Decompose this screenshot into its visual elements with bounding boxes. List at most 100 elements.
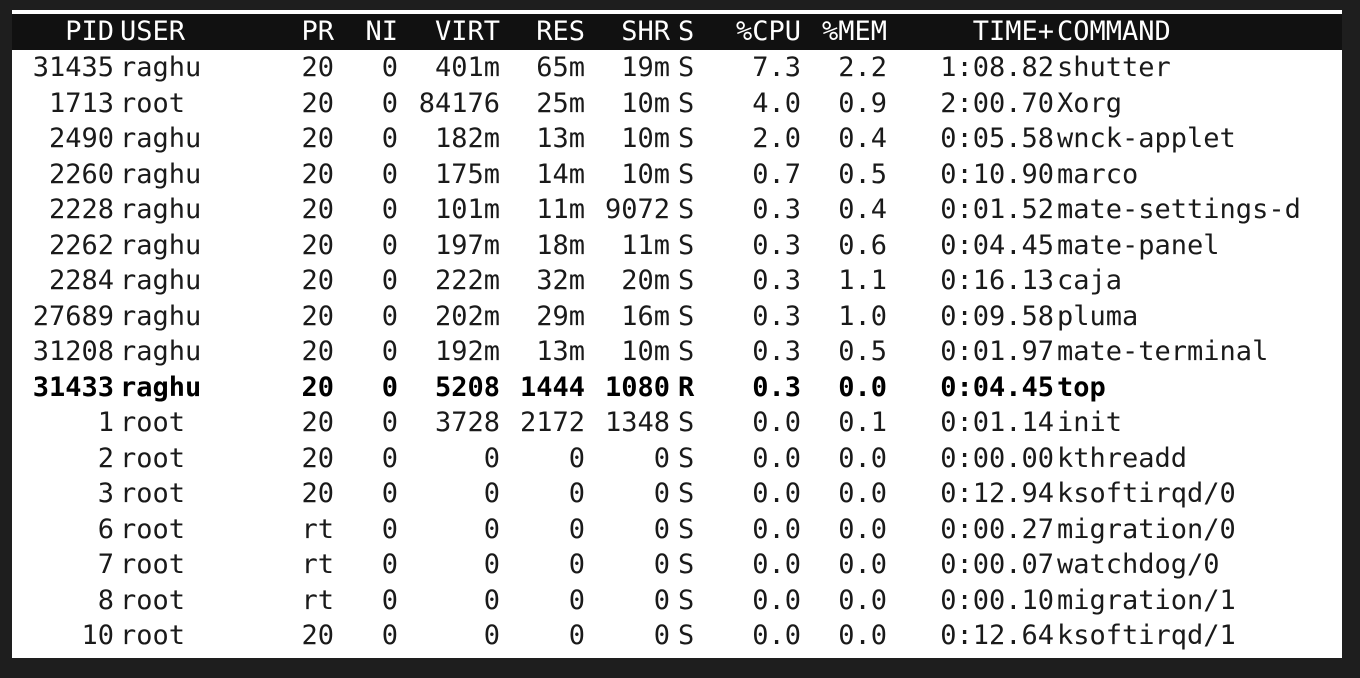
process-row[interactable]: 2228 raghu 20 0 101m 11m 9072 S 0.3 0.4 0:01.52 mat… bbox=[12, 192, 1342, 228]
process-res: 0 bbox=[568, 620, 585, 651]
header-virt: VIRT bbox=[434, 16, 500, 47]
process-row[interactable]: 31433 raghu 20 0 5208 1444 1080 R 0.3 0.0 0:04.45 t… bbox=[12, 370, 1342, 406]
process-nice: 0 bbox=[381, 407, 398, 438]
process-time: 0:00.27 bbox=[940, 513, 1054, 545]
process-priority: 20 bbox=[301, 336, 334, 367]
process-state: S bbox=[678, 87, 695, 119]
process-mem: 0.0 bbox=[838, 442, 887, 474]
process-nice: 0 bbox=[381, 229, 398, 261]
process-row[interactable]: 1 root 20 0 3728 2172 1348 S 0.0 0.1 0:01.14 init bbox=[12, 405, 1342, 441]
process-command: shutter bbox=[1057, 52, 1171, 83]
process-pid: 10 bbox=[81, 620, 114, 651]
process-command: kthreadd bbox=[1057, 442, 1188, 474]
process-cpu: 0.3 bbox=[752, 265, 801, 296]
process-command: ksoftirqd/0 bbox=[1057, 478, 1236, 509]
header-user: USER bbox=[120, 16, 186, 47]
process-row[interactable]: 2 root 20 0 0 0 0 S 0.0 0.0 0:00.00 kthreadd bbox=[12, 441, 1342, 477]
process-time: 0:12.64 bbox=[940, 620, 1054, 651]
process-res: 32m bbox=[536, 265, 585, 296]
process-command: migration/1 bbox=[1057, 584, 1236, 616]
process-command: caja bbox=[1057, 265, 1123, 296]
process-res: 29m bbox=[536, 300, 585, 332]
process-row[interactable]: 7 root rt 0 0 0 0 S 0.0 0.0 0:00.07 watchdog/0 bbox=[12, 547, 1342, 583]
process-state: S bbox=[678, 194, 695, 225]
process-time: 0:00.10 bbox=[940, 584, 1054, 616]
process-row[interactable]: 1713 root 20 0 84176 25m 10m S 4.0 0.9 2:00.70 Xorg bbox=[12, 86, 1342, 122]
process-virt: 222m bbox=[434, 265, 500, 296]
process-row[interactable]: 2490 raghu 20 0 182m 13m 10m S 2.0 0.4 0:05.58 wnck… bbox=[12, 121, 1342, 157]
process-priority: 20 bbox=[301, 407, 334, 438]
process-state: S bbox=[678, 123, 695, 154]
process-nice: 0 bbox=[381, 158, 398, 190]
process-command: marco bbox=[1057, 158, 1139, 190]
process-cpu: 0.3 bbox=[752, 194, 801, 225]
process-priority: 20 bbox=[301, 87, 334, 119]
process-shr: 0 bbox=[653, 513, 670, 545]
process-priority: 20 bbox=[301, 158, 334, 190]
process-res: 13m bbox=[536, 123, 585, 154]
process-row[interactable]: 27689 raghu 20 0 202m 29m 16m S 0.3 1.0 0:09.58 plu… bbox=[12, 299, 1342, 335]
process-user: raghu bbox=[120, 371, 202, 403]
process-time: 0:00.07 bbox=[940, 549, 1054, 580]
process-cpu: 0.3 bbox=[752, 229, 801, 261]
process-row[interactable]: 2260 raghu 20 0 175m 14m 10m S 0.7 0.5 0:10.90 marc… bbox=[12, 157, 1342, 193]
header-state: S bbox=[678, 16, 695, 47]
process-pid: 6 bbox=[97, 513, 114, 545]
process-row[interactable]: 31435 raghu 20 0 401m 65m 19m S 7.3 2.2 1:08.82 shu… bbox=[12, 50, 1342, 86]
process-time: 0:01.52 bbox=[940, 194, 1054, 225]
process-user: root bbox=[120, 478, 186, 509]
header-pid: PID bbox=[65, 16, 114, 47]
process-row[interactable]: 10 root 20 0 0 0 0 S 0.0 0.0 0:12.64 ksoftirqd/1 bbox=[12, 618, 1342, 654]
process-state: S bbox=[678, 229, 695, 261]
process-pid: 2262 bbox=[48, 229, 114, 261]
process-cpu: 0.0 bbox=[752, 513, 801, 545]
process-state: S bbox=[678, 620, 695, 651]
process-virt: 192m bbox=[434, 336, 500, 367]
process-user: raghu bbox=[120, 300, 202, 332]
process-nice: 0 bbox=[381, 478, 398, 509]
process-time: 0:16.13 bbox=[940, 265, 1054, 296]
process-nice: 0 bbox=[381, 194, 398, 225]
process-row[interactable]: 3 root 20 0 0 0 0 S 0.0 0.0 0:12.94 ksoftirqd/0 bbox=[12, 476, 1342, 512]
process-row[interactable]: 31208 raghu 20 0 192m 13m 10m S 0.3 0.5 0:01.97 mat… bbox=[12, 334, 1342, 370]
header-command: COMMAND bbox=[1057, 16, 1171, 47]
process-mem: 0.5 bbox=[838, 158, 887, 190]
process-priority: 20 bbox=[301, 478, 334, 509]
process-time: 2:00.70 bbox=[940, 87, 1054, 119]
process-command: pluma bbox=[1057, 300, 1139, 332]
process-row[interactable]: 8 root rt 0 0 0 0 S 0.0 0.0 0:00.10 migration/1 bbox=[12, 583, 1342, 619]
process-priority: 20 bbox=[301, 442, 334, 474]
process-shr: 0 bbox=[653, 478, 670, 509]
process-nice: 0 bbox=[381, 513, 398, 545]
process-shr: 0 bbox=[653, 549, 670, 580]
process-nice: 0 bbox=[381, 442, 398, 474]
process-virt: 101m bbox=[434, 194, 500, 225]
process-priority: rt bbox=[301, 513, 334, 545]
process-pid: 2260 bbox=[48, 158, 114, 190]
process-command: mate-panel bbox=[1057, 229, 1220, 261]
process-mem: 1.0 bbox=[838, 300, 887, 332]
process-time: 0:10.90 bbox=[940, 158, 1054, 190]
process-user: raghu bbox=[120, 265, 202, 296]
process-state: S bbox=[678, 407, 695, 438]
process-shr: 9072 bbox=[604, 194, 670, 225]
process-shr: 10m bbox=[621, 123, 670, 154]
process-user: root bbox=[120, 87, 186, 119]
process-state: S bbox=[678, 584, 695, 616]
process-mem: 0.0 bbox=[838, 549, 887, 580]
process-row[interactable]: 6 root rt 0 0 0 0 S 0.0 0.0 0:00.27 migration/0 bbox=[12, 512, 1342, 548]
process-time: 0:01.14 bbox=[940, 407, 1054, 438]
process-priority: 20 bbox=[301, 265, 334, 296]
process-time: 0:01.97 bbox=[940, 336, 1054, 367]
process-shr: 10m bbox=[621, 336, 670, 367]
process-pid: 1713 bbox=[48, 87, 114, 119]
header-cpu: %CPU bbox=[735, 16, 801, 47]
process-row[interactable]: 2262 raghu 20 0 197m 18m 11m S 0.3 0.6 0:04.45 mate… bbox=[12, 228, 1342, 264]
process-pid: 8 bbox=[97, 584, 114, 616]
process-priority: 20 bbox=[301, 300, 334, 332]
process-cpu: 0.7 bbox=[752, 158, 801, 190]
process-user: root bbox=[120, 442, 186, 474]
process-row[interactable]: 2284 raghu 20 0 222m 32m 20m S 0.3 1.1 0:16.13 caja bbox=[12, 263, 1342, 299]
process-nice: 0 bbox=[381, 300, 398, 332]
process-table-header: PID USER PR NI VIRT RES SHR S %CPU %MEM … bbox=[12, 14, 1342, 50]
